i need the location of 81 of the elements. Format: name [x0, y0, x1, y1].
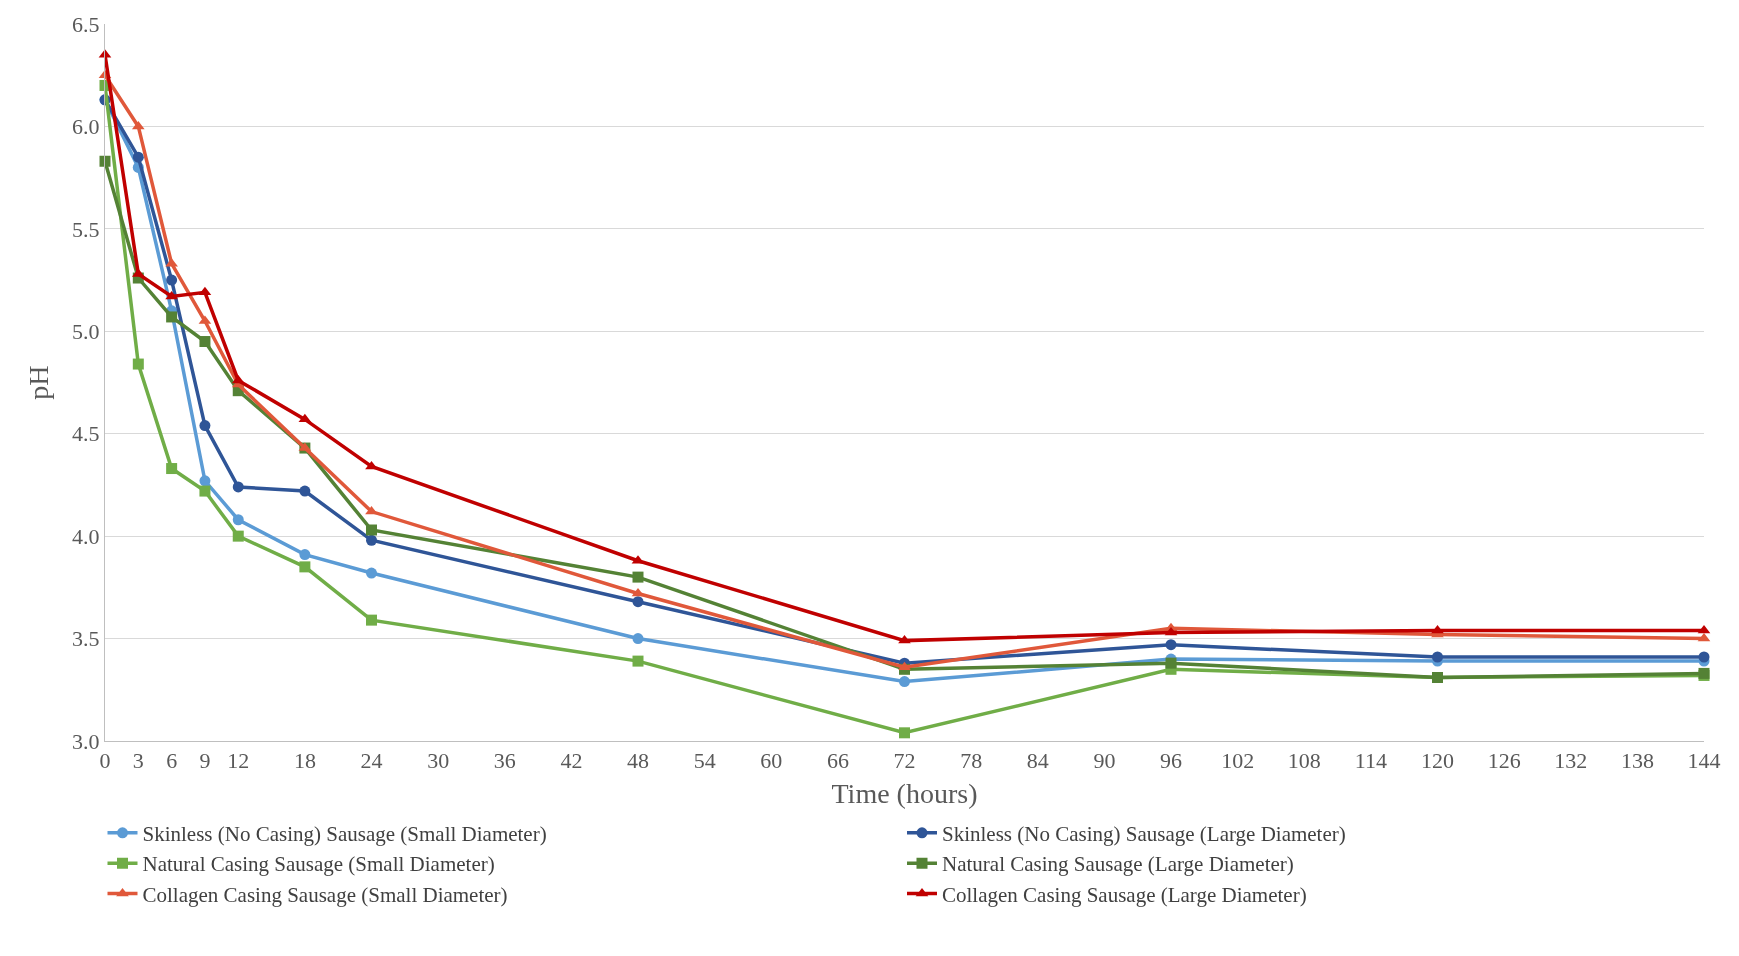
point	[99, 155, 111, 167]
x-tick-label: 126	[1487, 748, 1521, 774]
legend-label: Skinless (No Casing) Sausage (Large Diameter)	[942, 822, 1346, 847]
point	[1697, 624, 1711, 634]
point	[299, 485, 311, 497]
point	[632, 655, 644, 667]
x-tick-label: 66	[826, 748, 849, 774]
y-tick-label: 4.0	[72, 523, 100, 549]
x-tick-label: 3	[132, 748, 144, 774]
x-tick-label: 72	[893, 748, 916, 774]
point	[166, 274, 178, 286]
point	[1165, 639, 1177, 651]
point	[199, 336, 211, 348]
x-tick-label: 138	[1620, 748, 1654, 774]
point	[632, 633, 644, 645]
point	[899, 727, 910, 739]
x-tick-label: 78	[960, 748, 983, 774]
point	[1432, 651, 1443, 663]
point	[366, 614, 377, 626]
x-tick-label: 9	[199, 748, 211, 774]
x-tick-label: 0	[99, 748, 111, 774]
point	[231, 374, 245, 384]
y-tick-label: 5.5	[72, 216, 100, 242]
point	[632, 596, 644, 608]
x-axis-title: Time (hours)	[831, 777, 978, 809]
y-axis-title: pH	[22, 365, 54, 400]
point	[232, 530, 244, 542]
x-tick-label: 54	[693, 748, 716, 774]
legend-label: Natural Casing Sausage (Small Diameter)	[142, 852, 495, 877]
point	[165, 290, 178, 300]
x-tick-label: 102	[1221, 748, 1255, 774]
x-tick-label: 84	[1026, 748, 1049, 774]
point	[131, 120, 145, 130]
point	[132, 358, 144, 370]
point	[199, 485, 211, 497]
y-tick-label: 3.5	[72, 626, 100, 652]
x-tick-label: 96	[1160, 748, 1182, 774]
point	[298, 413, 312, 423]
point	[1431, 624, 1444, 634]
point	[1165, 657, 1177, 669]
point	[166, 463, 178, 475]
point	[199, 475, 211, 487]
point	[366, 534, 377, 546]
y-tick-label: 6.5	[72, 11, 100, 37]
point	[1698, 651, 1710, 663]
point	[232, 514, 244, 526]
x-tick-label: 90	[1093, 748, 1116, 774]
y-tick-label: 6.0	[72, 114, 100, 140]
y-tick-label: 3.0	[72, 728, 100, 754]
point	[366, 567, 377, 579]
y-tick-label: 4.5	[72, 421, 100, 447]
x-tick-label: 42	[560, 748, 583, 774]
x-tick-label: 120	[1421, 748, 1454, 774]
x-tick-label: 132	[1554, 748, 1588, 774]
x-tick-label: 24	[360, 748, 383, 774]
legend-label: Collagen Casing Sausage (Small Diameter)	[142, 882, 508, 907]
legend-label: Skinless (No Casing) Sausage (Small Diameter)	[142, 822, 547, 847]
x-tick-label: 36	[493, 748, 516, 774]
point	[232, 481, 244, 493]
x-tick-label: 144	[1687, 748, 1721, 774]
x-tick-label: 30	[427, 748, 450, 774]
x-tick-label: 108	[1287, 748, 1321, 774]
x-tick-label: 6	[166, 748, 178, 774]
point	[299, 561, 311, 573]
point	[299, 549, 311, 561]
x-tick-label: 60	[760, 748, 783, 774]
point	[166, 311, 178, 323]
x-tick-label: 12	[227, 748, 250, 774]
point	[198, 286, 212, 296]
point	[132, 151, 144, 163]
x-tick-label: 114	[1354, 748, 1387, 774]
point	[1164, 626, 1178, 636]
point	[899, 676, 910, 688]
point	[632, 571, 644, 583]
x-tick-label: 48	[627, 748, 649, 774]
y-tick-label: 5.0	[72, 318, 100, 344]
point	[366, 524, 377, 536]
legend-label: Collagen Casing Sausage (Large Diameter)	[942, 882, 1307, 907]
point	[199, 420, 211, 432]
legend-label: Natural Casing Sausage (Large Diameter)	[942, 852, 1294, 877]
x-tick-label: 18	[293, 748, 316, 774]
